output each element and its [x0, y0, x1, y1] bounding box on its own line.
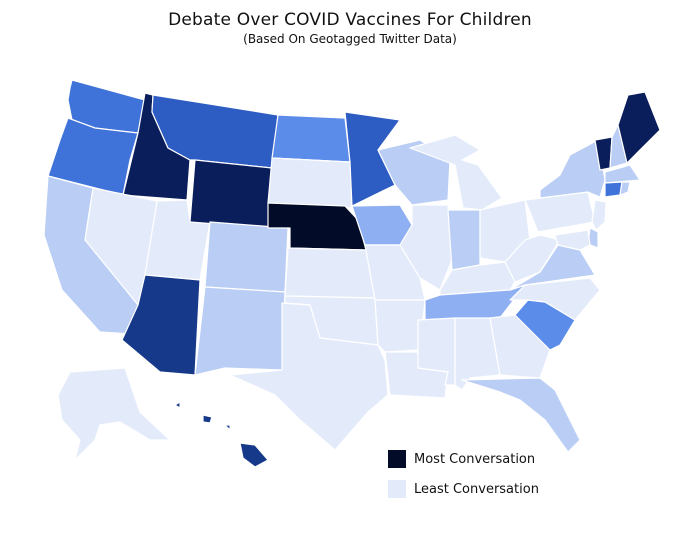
state-CO[interactable]: [204, 221, 289, 293]
state-ME[interactable]: [617, 91, 661, 164]
legend-item-least: Least Conversation: [388, 479, 539, 499]
state-HI[interactable]: [174, 401, 269, 468]
state-RI[interactable]: [619, 181, 631, 196]
state-SD[interactable]: [267, 157, 353, 209]
state-NM[interactable]: [194, 286, 286, 376]
state-WV[interactable]: [504, 234, 561, 283]
state-MA[interactable]: [604, 164, 641, 184]
map-legend: Most Conversation Least Conversation: [388, 449, 539, 509]
state-PA[interactable]: [524, 191, 596, 233]
state-GA[interactable]: [489, 314, 551, 379]
map-subtitle: (Based On Geotagged Twitter Data): [243, 32, 457, 46]
legend-label-least: Least Conversation: [414, 481, 539, 497]
state-IN[interactable]: [447, 209, 481, 271]
legend-item-most: Most Conversation: [388, 449, 539, 469]
state-OR[interactable]: [47, 117, 139, 196]
state-ND[interactable]: [271, 114, 351, 163]
state-AR[interactable]: [374, 299, 426, 353]
state-MO[interactable]: [364, 244, 426, 301]
state-NJ[interactable]: [591, 199, 607, 231]
state-AK[interactable]: [57, 367, 171, 461]
legend-label-most: Most Conversation: [414, 451, 536, 467]
state-FL[interactable]: [461, 377, 581, 453]
state-KS[interactable]: [284, 247, 376, 299]
state-WY[interactable]: [189, 159, 273, 229]
map-title: Debate Over COVID Vaccines For Children: [168, 10, 532, 30]
state-NC[interactable]: [509, 277, 601, 321]
state-TX[interactable]: [229, 302, 389, 451]
state-NY[interactable]: [539, 139, 606, 199]
legend-swatch-most: [388, 450, 406, 468]
state-MI[interactable]: [409, 134, 503, 211]
state-MD[interactable]: [554, 229, 591, 251]
state-AZ[interactable]: [121, 274, 201, 376]
legend-swatch-least: [388, 480, 406, 498]
